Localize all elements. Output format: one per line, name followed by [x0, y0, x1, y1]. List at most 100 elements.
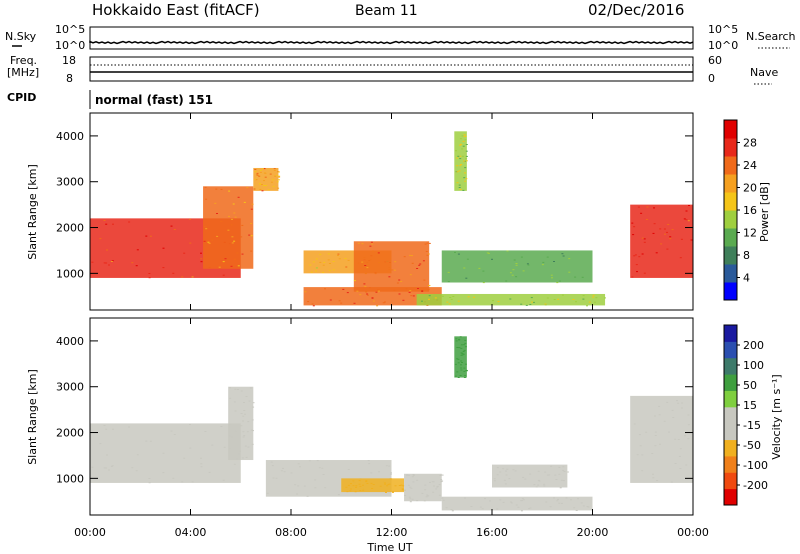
heatmap-speckle [398, 293, 401, 295]
heatmap-speckle [586, 305, 588, 307]
heatmap-speckle [312, 261, 315, 263]
heatmap-speckle [509, 272, 512, 274]
colorbar-tick-label: 15 [743, 399, 757, 412]
heatmap-speckle [651, 453, 654, 454]
heatmap-speckle [465, 144, 468, 145]
heatmap-speckle [323, 261, 326, 263]
heatmap-speckle [296, 493, 299, 495]
heatmap-speckle [229, 424, 232, 425]
heatmap-speckle [233, 401, 236, 403]
heatmap-speckle [259, 183, 262, 185]
heatmap-speckle [357, 242, 360, 244]
heatmap-speckle [433, 485, 435, 487]
heatmap-speckle [529, 304, 532, 305]
heatmap-speckle [372, 484, 375, 485]
heatmap-speckle [668, 431, 670, 433]
velocity-data-marks [90, 336, 693, 512]
heatmap-speckle [410, 487, 413, 489]
heatmap-speckle [515, 263, 518, 264]
heatmap-speckle [200, 261, 203, 263]
heatmap-speckle [641, 470, 644, 472]
colorbar-tick-label: -100 [743, 459, 768, 472]
heatmap-speckle [269, 173, 272, 175]
heatmap-speckle [248, 234, 251, 236]
heatmap-speckle [416, 500, 419, 502]
heatmap-speckle [304, 291, 307, 293]
heatmap-speckle [275, 477, 278, 479]
y-tick-label: 3000 [56, 381, 84, 394]
heatmap-speckle [272, 179, 274, 181]
heatmap-speckle [482, 282, 485, 284]
heatmap-speckle [459, 158, 462, 160]
heatmap-speckle [562, 255, 565, 257]
heatmap-speckle [207, 241, 210, 243]
heatmap-speckle [638, 434, 641, 436]
heatmap-speckle [242, 436, 245, 438]
heatmap-speckle [244, 413, 246, 415]
heatmap-speckle [672, 417, 675, 418]
heatmap-speckle [684, 435, 686, 437]
heatmap-speckle [574, 276, 577, 278]
heatmap-speckle [658, 405, 661, 407]
heatmap-speckle [553, 261, 555, 262]
heatmap-speckle [312, 305, 315, 307]
heatmap-speckle [654, 445, 657, 447]
heatmap-speckle [377, 289, 380, 290]
heatmap-speckle [241, 253, 244, 255]
heatmap-speckle [459, 336, 462, 338]
heatmap-speckle [446, 301, 449, 303]
heatmap-speckle [447, 271, 450, 273]
heatmap-speckle [528, 508, 531, 510]
heatmap-speckle [541, 264, 544, 266]
heatmap-speckle [372, 300, 375, 302]
heatmap-speckle [315, 267, 318, 269]
heatmap-speckle [128, 426, 131, 428]
heatmap-speckle [328, 263, 331, 264]
colorbar-tick-label: 4 [743, 272, 750, 285]
heatmap-speckle [505, 470, 507, 472]
heatmap-speckle [496, 474, 499, 476]
heatmap-speckle [504, 483, 507, 485]
heatmap-cell [416, 293, 606, 306]
heatmap-speckle [337, 253, 340, 255]
heatmap-speckle [464, 342, 467, 344]
heatmap-speckle [464, 346, 467, 348]
heatmap-speckle [112, 428, 114, 430]
heatmap-speckle [359, 490, 362, 491]
heatmap-speckle [633, 255, 636, 257]
heatmap-speckle [311, 303, 314, 305]
heatmap-speckle [558, 473, 561, 475]
colorbar-swatch [724, 341, 737, 359]
sky-label: N.Sky [5, 30, 37, 43]
heatmap-speckle [532, 301, 535, 303]
heatmap-cell [303, 287, 442, 306]
heatmap-speckle [231, 242, 234, 244]
heatmap-speckle [546, 256, 549, 258]
heatmap-cell [253, 167, 279, 191]
heatmap-speckle [515, 264, 518, 266]
heatmap-speckle [688, 205, 690, 206]
heatmap-speckle [148, 277, 151, 279]
heatmap-speckle [462, 140, 465, 142]
heatmap-speckle [355, 485, 358, 487]
heatmap-speckle [669, 238, 672, 240]
heatmap-speckle [200, 463, 203, 465]
heatmap-speckle [241, 457, 244, 459]
heatmap-speckle [253, 188, 256, 190]
heatmap-speckle [551, 277, 553, 279]
heatmap-speckle [387, 484, 390, 486]
heatmap-speckle [470, 506, 473, 507]
heatmap-speckle [441, 295, 444, 297]
heatmap-speckle [361, 261, 364, 263]
heatmap-speckle [247, 421, 250, 423]
heatmap-speckle [426, 254, 429, 256]
heatmap-speckle [544, 471, 547, 473]
heatmap-speckle [390, 472, 392, 474]
heatmap-speckle [408, 291, 411, 293]
heatmap-speckle [307, 301, 310, 303]
heatmap-speckle [191, 481, 194, 483]
heatmap-speckle [105, 467, 108, 469]
heatmap-speckle [377, 252, 380, 254]
heatmap-speckle [149, 235, 152, 237]
heatmap-speckle [464, 180, 467, 182]
